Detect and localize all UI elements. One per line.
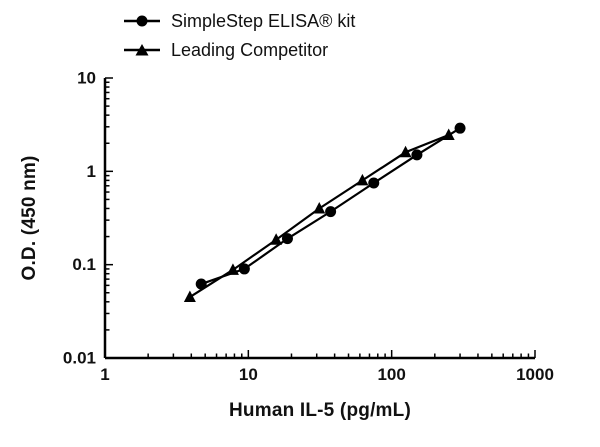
y-tick-label: 10 [77,69,96,88]
data-point-triangle [313,201,326,214]
data-point-circle [454,122,466,134]
x-tick-label: 100 [377,365,405,384]
x-axis-title: Human IL-5 (pg/mL) [229,400,411,421]
data-point-circle [411,149,423,161]
data-point-circle [238,263,250,275]
triangle-marker-icon [124,44,160,56]
legend-label-competitor: Leading Competitor [171,39,329,60]
y-tick-labels: 0.01 0.1 1 10 [63,69,96,368]
y-axis-title: O.D. (450 nm) [19,155,40,281]
x-tick-label: 1 [100,365,109,384]
data-point-triangle [399,145,412,158]
x-tick-label: 10 [239,365,258,384]
axes [103,77,536,360]
chart-legend: SimpleStep ELISA® kit Leading Competitor [122,8,355,63]
data-point-circle [281,233,293,245]
y-tick-label: 0.1 [72,255,96,274]
data-point-triangle [356,173,369,186]
data-point-circle [368,177,380,189]
data-point-circle [325,206,337,218]
data-point-triangle [442,128,455,141]
circle-marker-icon [124,15,160,27]
legend-item-competitor: Leading Competitor [122,37,355,63]
data-point-triangle [226,263,239,275]
y-tick-label: 0.01 [63,349,96,368]
x-tick-labels: 1 10 100 1000 [100,365,554,384]
x-tick-label: 1000 [516,365,554,384]
legend-item-simplestep: SimpleStep ELISA® kit [122,8,355,34]
data-point-triangle [270,233,283,245]
data-point-circle [195,278,207,290]
series-triangle [183,128,455,303]
data-point-triangle [183,290,196,303]
legend-label-simplestep: SimpleStep ELISA® kit [171,10,356,31]
series-circle [195,122,466,290]
y-tick-label: 1 [87,162,96,181]
